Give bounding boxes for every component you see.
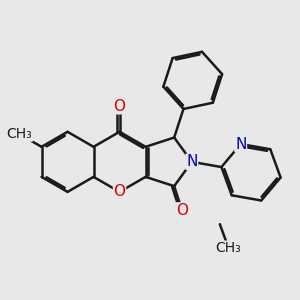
Text: O: O [114, 184, 126, 200]
Text: CH₃: CH₃ [216, 241, 242, 255]
Text: N: N [186, 154, 197, 169]
Text: O: O [176, 203, 188, 218]
Text: N: N [235, 136, 246, 152]
Text: CH₃: CH₃ [7, 127, 32, 141]
Text: O: O [114, 99, 126, 114]
